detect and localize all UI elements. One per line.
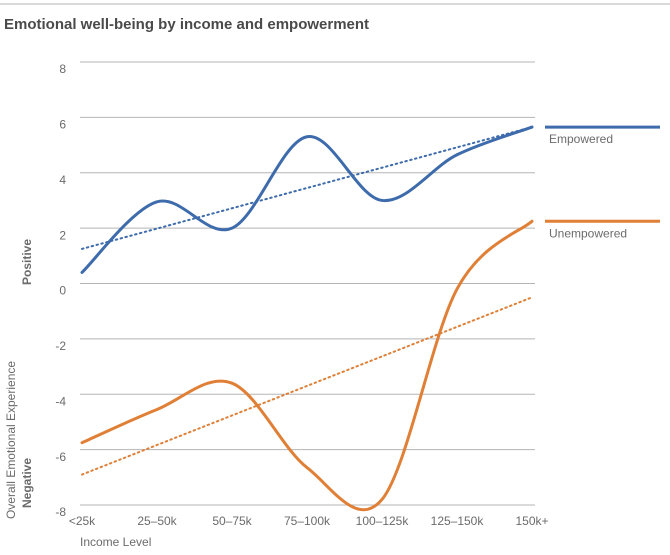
legend-label: Empowered (549, 132, 613, 146)
x-tick-label: <25k (69, 514, 96, 528)
x-tick-label: 100–125k (356, 514, 410, 528)
y-tick-label: 6 (59, 118, 66, 132)
y-tick-label: -8 (55, 505, 66, 519)
y-axis-label-top: Positive (20, 239, 34, 285)
y-axis-label: Overall Emotional Experience (4, 361, 18, 519)
y-tick-label: 8 (59, 62, 66, 76)
y-axis-label-bottom: Negative (20, 458, 34, 508)
series-line (80, 125, 534, 274)
y-tick-label: -6 (55, 450, 66, 464)
y-tick-label: 0 (59, 284, 66, 298)
y-tick-label: 4 (59, 173, 66, 187)
x-tick-label: 25–50k (137, 514, 177, 528)
y-tick-label: 2 (59, 228, 66, 242)
x-tick-label: 125–150k (431, 514, 485, 528)
y-tick-label: -2 (55, 339, 66, 353)
trend-line (81, 296, 533, 476)
y-tick-label: -4 (55, 394, 66, 408)
x-tick-label: 50–75k (212, 514, 252, 528)
legend-label: Unempowered (549, 226, 627, 240)
chart-title: Emotional well-being by income and empow… (4, 16, 369, 33)
x-axis-label: Income Level (80, 535, 151, 549)
trend-line (81, 126, 533, 250)
x-tick-label: 150k+ (515, 514, 548, 528)
x-tick-label: 75–100k (284, 514, 331, 528)
series-line (80, 219, 534, 512)
